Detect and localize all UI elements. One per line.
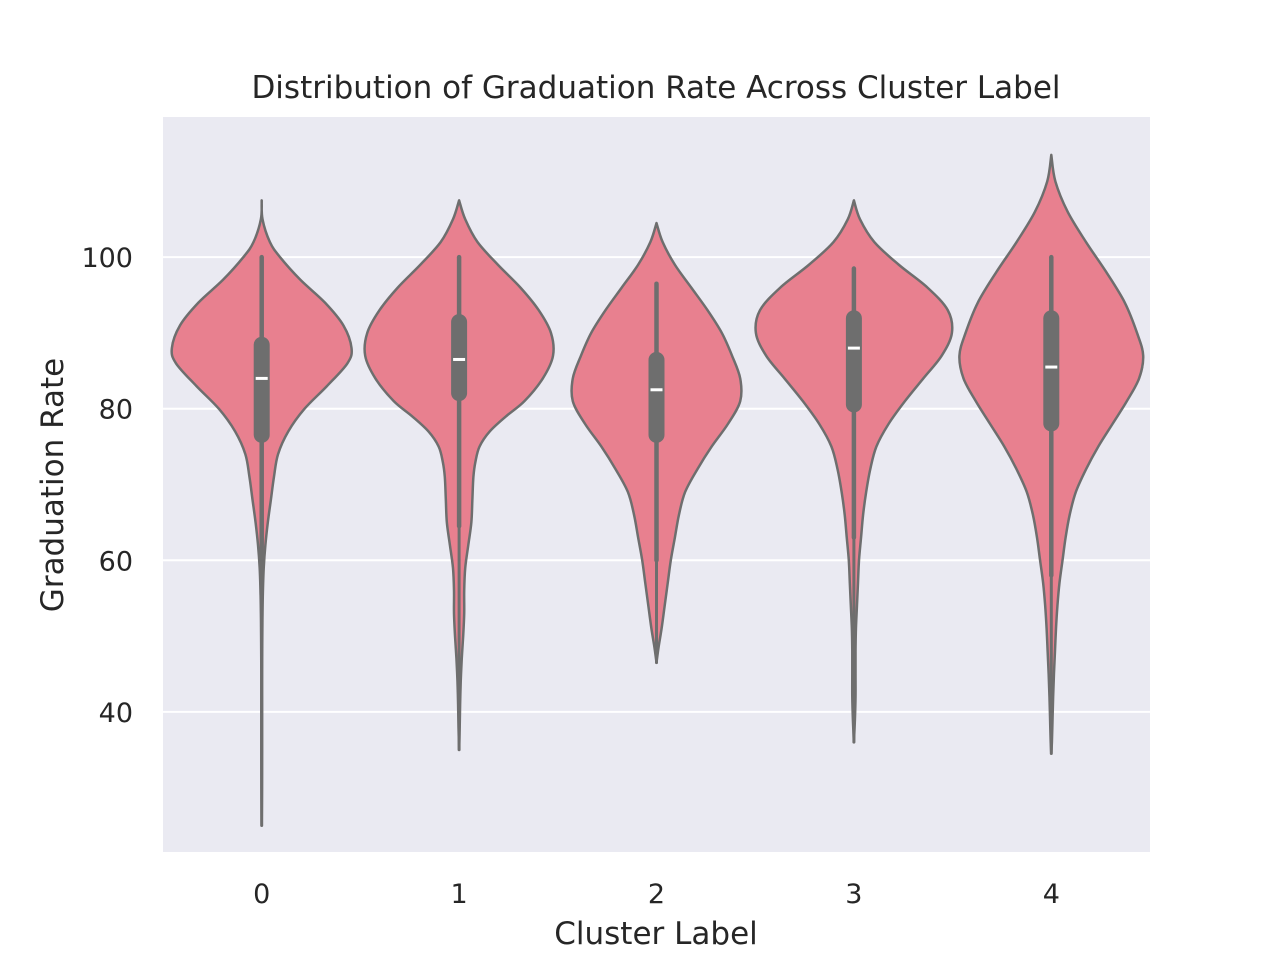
x-tick-label-4: 4 (1043, 879, 1060, 910)
violin-iqr-box-1 (451, 314, 468, 402)
violin-group-3 (754, 199, 954, 744)
violin-iqr-box-4 (1043, 310, 1060, 432)
violins (170, 153, 1145, 827)
violin-group-1 (363, 199, 555, 752)
chart-title: Distribution of Graduation Rate Across C… (251, 70, 1060, 106)
x-axis-label: Cluster Label (554, 916, 758, 952)
violin-group-4 (958, 153, 1145, 755)
x-tick-label-2: 2 (648, 879, 665, 910)
y-axis-label: Graduation Rate (35, 358, 71, 612)
x-tick-label-0: 0 (253, 879, 270, 910)
violin-iqr-box-0 (253, 336, 270, 443)
x-axis-ticks: 0 1 2 3 4 (253, 879, 1060, 910)
y-tick-label-100: 100 (81, 243, 133, 274)
violin-iqr-box-3 (845, 310, 862, 413)
y-tick-label-80: 80 (99, 395, 133, 426)
y-axis-ticks: 40 60 80 100 (81, 243, 133, 729)
y-tick-label-60: 60 (99, 546, 133, 577)
x-tick-label-1: 1 (451, 879, 468, 910)
violin-group-0 (170, 199, 354, 827)
violin-iqr-box-2 (648, 351, 665, 443)
y-tick-label-40: 40 (99, 698, 133, 729)
violin-group-2 (570, 221, 743, 665)
x-tick-label-3: 3 (845, 879, 862, 910)
